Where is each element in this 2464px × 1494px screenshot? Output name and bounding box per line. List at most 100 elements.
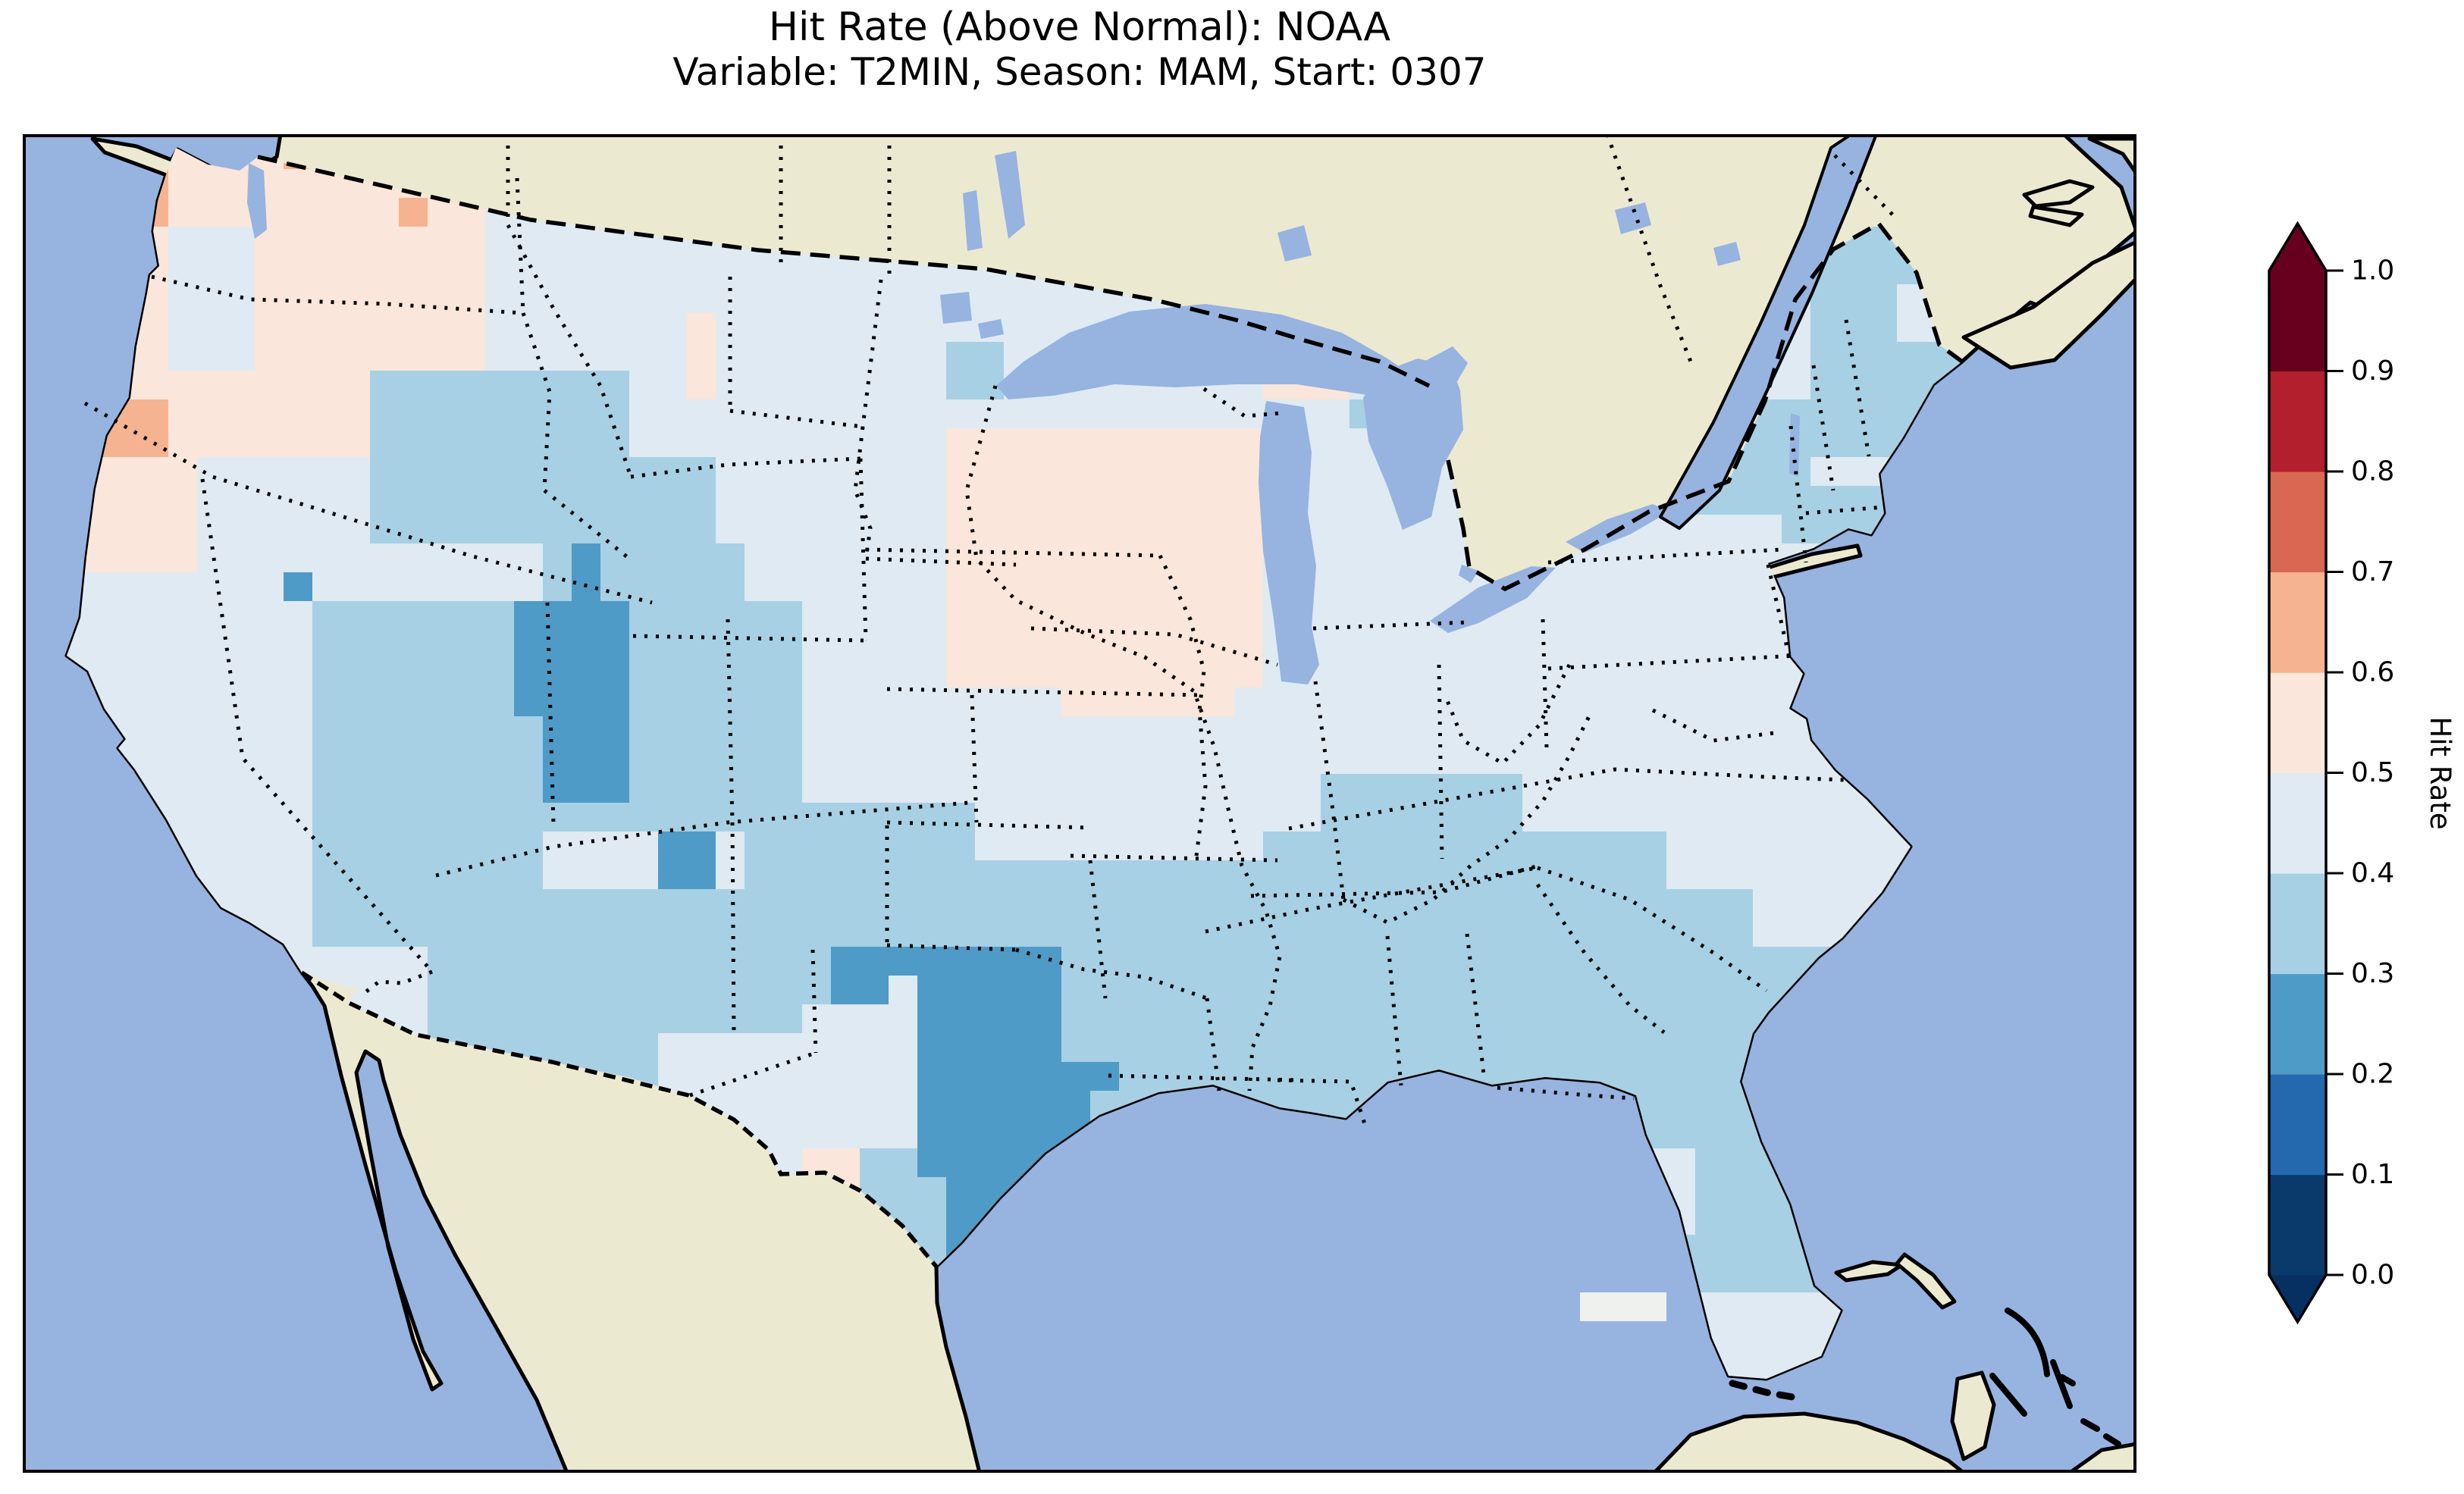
grid-cell — [168, 515, 197, 543]
grid-cell — [658, 342, 687, 371]
grid-cell — [456, 227, 485, 255]
grid-cell — [1061, 515, 1090, 543]
grid-cell — [975, 774, 1004, 803]
state-border — [1205, 998, 1221, 1092]
grid-cell — [1782, 745, 1810, 774]
grid-cell — [1033, 630, 1061, 659]
turks-cays-1 — [2080, 1418, 2100, 1432]
grid-cell — [975, 630, 1004, 659]
grid-cell — [456, 774, 485, 803]
grid-cell — [399, 803, 428, 832]
state-border — [1030, 626, 1278, 667]
grid-cell — [1119, 803, 1148, 832]
grid-cell — [1724, 1264, 1753, 1292]
grid-cell — [197, 371, 226, 399]
grid-cell — [831, 1033, 860, 1062]
grid-cell — [1292, 716, 1321, 745]
grid-cell — [860, 803, 889, 832]
grid-cell — [1090, 860, 1119, 889]
grid-cell — [1436, 947, 1465, 976]
grid-cell — [1436, 1033, 1465, 1062]
grid-cell — [773, 630, 802, 659]
grid-cell — [543, 832, 572, 860]
grid-cell — [284, 601, 312, 630]
grid-cell — [1494, 832, 1522, 860]
grid-cell — [1350, 860, 1378, 889]
grid-cell — [1321, 1062, 1350, 1091]
grid-cell — [1494, 1004, 1522, 1033]
grid-cell — [946, 687, 975, 716]
grid-cell — [399, 774, 428, 803]
grid-cell — [1465, 889, 1494, 918]
colorbar-tick-label: 0.1 — [2351, 1159, 2394, 1190]
grid-cell — [1004, 1004, 1033, 1033]
grid-cell — [1666, 918, 1695, 947]
grid-cell — [946, 918, 975, 947]
state-border — [200, 478, 434, 973]
nova-scotia — [1961, 240, 2136, 370]
grid-cell — [1465, 774, 1494, 803]
grid-cell — [946, 1004, 975, 1033]
grid-cell — [1148, 1062, 1177, 1091]
grid-cell — [745, 371, 773, 399]
grid-cell — [1321, 947, 1350, 976]
grid-cell — [312, 342, 341, 371]
grid-cell — [226, 803, 255, 832]
grid-cell — [370, 918, 399, 947]
grid-cell — [312, 947, 341, 976]
grid-cell — [1839, 889, 1868, 918]
grid-cell — [1321, 428, 1350, 457]
grid-cell — [197, 515, 226, 543]
grid-cell — [1119, 1033, 1148, 1062]
grid-cell — [197, 169, 226, 198]
grid-cell — [284, 198, 312, 227]
grid-cell — [946, 659, 975, 687]
grid-cell — [946, 601, 975, 630]
grid-cell — [687, 918, 716, 947]
lake-manitoba — [963, 190, 983, 251]
grid-cell — [312, 630, 341, 659]
grid-cell — [140, 457, 168, 486]
grid-cell — [1205, 428, 1234, 457]
grid-cell — [1580, 1033, 1609, 1062]
grid-cell — [370, 659, 399, 687]
grid-cell — [1321, 543, 1350, 572]
grid-cell — [1753, 687, 1782, 716]
lake-huron — [1363, 359, 1463, 530]
grid-cell — [428, 284, 456, 313]
grid-cell — [1061, 1033, 1090, 1062]
grid-cell — [1119, 832, 1148, 860]
grid-cell — [889, 1091, 917, 1120]
grid-cell — [1090, 745, 1119, 774]
grid-cell — [1004, 630, 1033, 659]
grid-cell — [1724, 1235, 1753, 1264]
grid-cell — [629, 486, 658, 515]
grid-cell — [860, 1091, 889, 1120]
grid-cell — [773, 371, 802, 399]
grid-cell — [1609, 716, 1638, 745]
grid-cell — [1234, 687, 1263, 716]
grid-cell — [831, 860, 860, 889]
grid-cell — [1522, 976, 1551, 1004]
grid-cell — [572, 832, 600, 860]
grid-cell — [1350, 457, 1378, 486]
grid-cell — [745, 342, 773, 371]
colorbar-tick-label: 0.9 — [2351, 355, 2394, 387]
grid-cell — [1119, 745, 1148, 774]
grid-cell — [802, 832, 831, 860]
grid-cell — [1177, 976, 1205, 1004]
grid-cell — [428, 457, 456, 486]
map-plot — [23, 134, 2136, 1473]
grid-cell — [572, 745, 600, 774]
grid-cell — [1436, 918, 1465, 947]
grid-cell — [802, 659, 831, 687]
grid-cell — [831, 716, 860, 745]
grid-cell — [658, 284, 687, 313]
grid-cell — [687, 976, 716, 1004]
grid-cell — [1090, 428, 1119, 457]
grid-cell — [370, 889, 399, 918]
grid-cell — [197, 630, 226, 659]
grid-cell — [543, 774, 572, 803]
grid-cell — [341, 227, 370, 255]
grid-cell — [543, 659, 572, 687]
